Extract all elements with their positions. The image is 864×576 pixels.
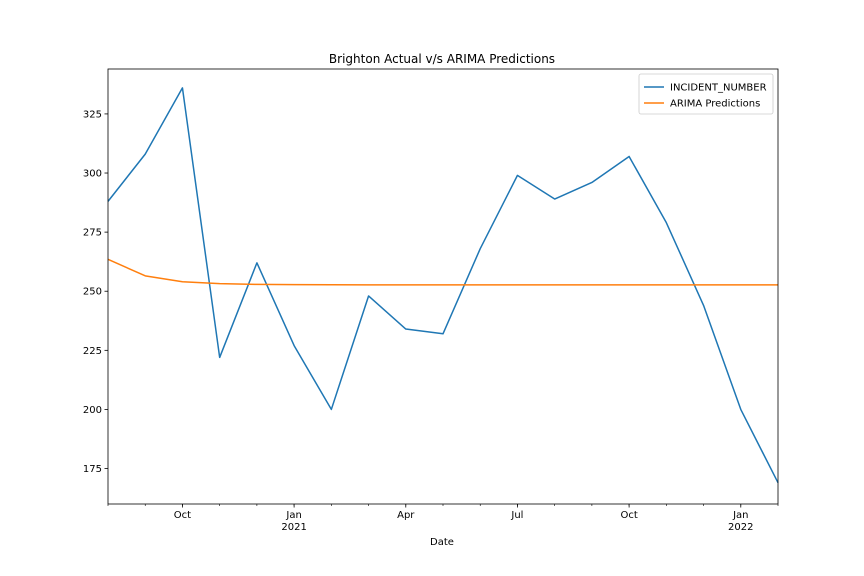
x-tick-label: Jan	[732, 510, 748, 521]
y-tick-label: 225	[83, 346, 102, 357]
y-tick-label: 300	[83, 169, 102, 180]
legend-entry-1: INCIDENT_NUMBER	[670, 83, 767, 94]
x-tick-year-label: 2021	[281, 522, 306, 533]
legend: INCIDENT_NUMBER ARIMA Predictions	[638, 73, 774, 115]
x-tick-label: Oct	[620, 510, 637, 521]
y-tick-label: 200	[83, 405, 102, 416]
x-tick-label: Oct	[174, 510, 191, 521]
x-tick-label: Jan	[285, 510, 301, 521]
legend-entry-2: ARIMA Predictions	[670, 99, 760, 110]
x-axis-label: Date	[430, 537, 454, 548]
x-tick-label: Jul	[510, 510, 523, 521]
y-tick-label: 275	[83, 228, 102, 239]
x-tick-year-label: 2022	[728, 522, 753, 533]
series-line-1	[107, 87, 779, 484]
chart-title: Brighton Actual v/s ARIMA Predictions	[329, 52, 555, 66]
legend-box	[638, 73, 774, 115]
y-axis: 175 200 225 250 275 300 325	[83, 109, 108, 475]
y-tick-label: 250	[83, 287, 102, 298]
x-tick-label: Apr	[397, 510, 415, 521]
y-tick-label: 325	[83, 109, 102, 120]
y-tick-label: 175	[83, 464, 102, 475]
series-line-2	[107, 258, 778, 286]
